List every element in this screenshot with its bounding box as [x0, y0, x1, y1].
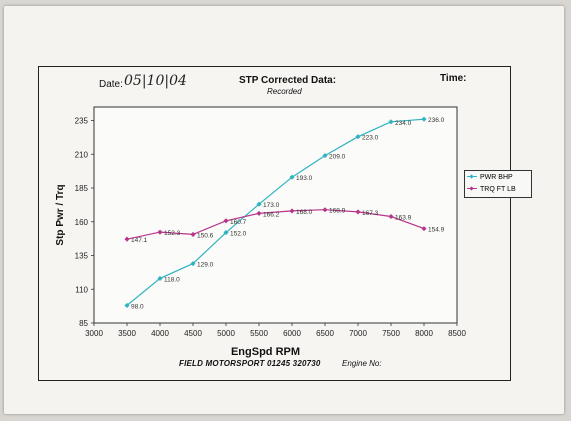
series-line-torque — [126, 209, 425, 240]
plot-area — [93, 106, 458, 324]
data-label-power: 209.0 — [329, 154, 346, 161]
legend-item-torque: TRQ FT LB — [465, 183, 531, 195]
x-tick-label: 5500 — [250, 329, 268, 338]
y-tick-label: 160 — [75, 218, 89, 227]
data-label-power: 98.0 — [131, 303, 144, 310]
data-point-torque — [289, 208, 295, 214]
data-point-power — [256, 201, 262, 207]
printout-sheet: Date: 05|10|04 STP Corrected Data: Recor… — [4, 6, 564, 414]
data-point-power — [157, 275, 163, 281]
x-tick-label: 7500 — [382, 329, 400, 338]
data-label-torque: 163.9 — [395, 214, 412, 221]
footer-company: FIELD MOTORSPORT 01245 320730 — [179, 359, 321, 368]
data-label-power: 173.0 — [263, 202, 280, 209]
y-axis-title: Stp Pwr / Trq — [55, 184, 66, 245]
data-label-torque: 168.0 — [296, 209, 313, 216]
chart-frame: Date: 05|10|04 STP Corrected Data: Recor… — [38, 66, 532, 381]
data-label-power: 193.0 — [296, 175, 313, 182]
data-label-torque: 168.9 — [329, 208, 346, 215]
dyno-chart: 3000 3500 4000 4500 5000 5500 6000 6500 7000 7500… — [55, 106, 466, 358]
data-point-power — [190, 261, 196, 267]
x-tick-label: 3500 — [118, 329, 136, 338]
x-tick-label: 4000 — [151, 329, 169, 338]
chart-subtitle: Recorded — [267, 87, 302, 96]
legend-item-power: PWR BHP — [465, 171, 531, 183]
y-tick-label: 235 — [75, 117, 89, 126]
data-label-torque: 154.9 — [428, 227, 445, 234]
data-label-power: 234.0 — [395, 120, 412, 127]
data-label-power: 223.0 — [362, 135, 379, 142]
legend-swatch-torque — [467, 186, 477, 192]
data-point-power — [124, 302, 130, 308]
y-tick-label: 110 — [75, 285, 88, 294]
data-point-power — [355, 134, 361, 140]
date-label: Date: — [99, 79, 123, 90]
chart-legend: PWR BHP TRQ FT LB — [464, 170, 532, 198]
legend-label-power: PWR BHP — [480, 173, 513, 181]
y-tick-label: 85 — [79, 319, 88, 328]
x-tick-label: 7000 — [349, 329, 367, 338]
data-label-torque: 152.3 — [164, 230, 181, 237]
data-point-power — [223, 230, 229, 236]
data-label-torque: 166.2 — [263, 211, 280, 218]
data-label-power: 236.0 — [428, 117, 445, 124]
y-tick-label: 135 — [75, 252, 89, 261]
series-line-power — [126, 118, 425, 306]
data-label-torque: 160.7 — [230, 219, 247, 226]
x-tick-label: 6500 — [316, 329, 334, 338]
y-tick-label: 210 — [75, 150, 89, 159]
footer-engine-label: Engine No: — [342, 359, 382, 368]
data-point-torque — [124, 236, 130, 242]
date-value: 05|10|04 — [124, 73, 187, 89]
data-label-torque: 150.6 — [197, 232, 214, 239]
legend-label-torque: TRQ FT LB — [480, 185, 516, 193]
data-label-torque: 147.1 — [131, 237, 148, 244]
time-label: Time: — [440, 73, 467, 84]
data-point-torque — [223, 218, 229, 224]
data-point-torque — [157, 229, 163, 235]
x-tick-label: 5000 — [217, 329, 235, 338]
y-tick-label: 185 — [75, 184, 89, 193]
x-axis-title: EngSpd RPM — [231, 346, 300, 358]
data-label-power: 118.0 — [164, 276, 180, 283]
x-tick-label: 8500 — [448, 329, 466, 338]
data-label-power: 129.0 — [197, 262, 214, 269]
data-point-torque — [256, 210, 262, 216]
x-tick-label: 3000 — [85, 329, 103, 338]
data-point-torque — [355, 209, 361, 215]
data-point-torque — [388, 213, 394, 220]
data-label-power: 152.0 — [230, 231, 247, 238]
x-tick-label: 6000 — [283, 329, 301, 338]
x-tick-label: 8000 — [415, 329, 433, 338]
data-point-torque — [190, 231, 196, 237]
chart-title: STP Corrected Data: — [239, 75, 337, 86]
data-label-torque: 167.3 — [362, 210, 379, 217]
x-tick-label: 4500 — [184, 329, 202, 338]
legend-swatch-power — [467, 174, 477, 180]
data-point-torque — [322, 207, 328, 213]
